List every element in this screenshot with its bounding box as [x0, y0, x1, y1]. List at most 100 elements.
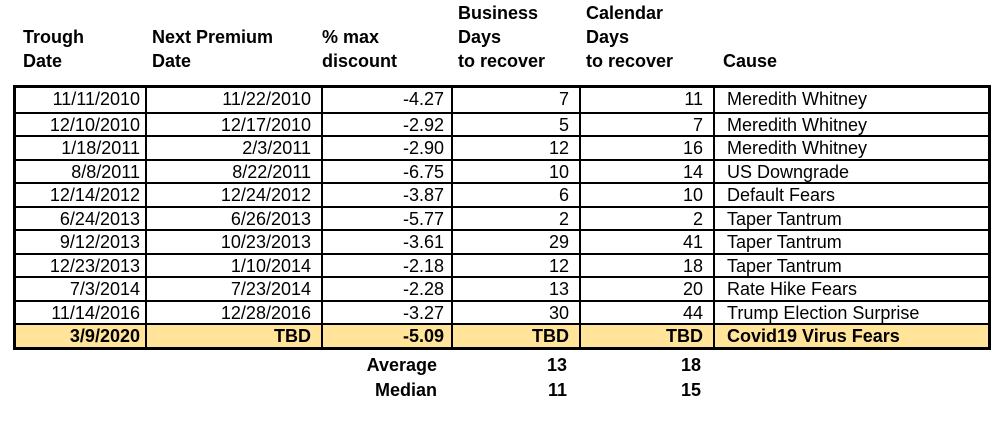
table-body: 11/11/2010 11/22/2010 -4.27 7 11 Meredit…: [13, 85, 991, 350]
calendar-days-cell: 44: [579, 301, 713, 323]
spacer: [142, 378, 318, 403]
summary-row-average: Average 13 18: [13, 353, 991, 378]
cause-cell: Meredith Whitney: [713, 137, 988, 159]
header-line: Trough: [23, 27, 84, 47]
table-header-row: Trough Date Next Premium Date % max disc…: [13, 0, 991, 85]
trough-date-cell: 3/9/2020: [69, 326, 140, 346]
spacer: [13, 378, 142, 403]
header-line: Cause: [723, 51, 778, 71]
header-line: to recover: [586, 51, 674, 71]
table-row: 1/18/2011 2/3/2011 -2.90 12 16 Meredith …: [16, 135, 988, 159]
next-premium-date-cell: 8/22/2011: [145, 160, 321, 182]
next-premium-date-cell: 11/22/2010: [145, 88, 321, 112]
header-line: to recover: [458, 51, 546, 71]
median-label: Median: [374, 379, 437, 400]
business-days-cell: 29: [451, 231, 579, 253]
business-days-cell: 6: [451, 184, 579, 206]
table-row: 12/23/2013 1/10/2014 -2.18 12 18 Taper T…: [16, 252, 988, 276]
cause-cell: Default Fears: [713, 184, 988, 206]
header-line: Next Premium: [152, 27, 274, 47]
table-row: 12/14/2012 12/24/2012 -3.87 6 10 Default…: [16, 182, 988, 206]
pct-max-discount-cell: -3.27: [321, 301, 451, 323]
trough-date-cell: 6/24/2013: [59, 208, 140, 229]
table-row: 11/11/2010 11/22/2010 -4.27 7 11 Meredit…: [16, 88, 988, 112]
calendar-days-cell: 11: [579, 88, 713, 112]
median-calendar-days: 15: [680, 379, 701, 400]
summary-section: Average 13 18 Median 11 15: [13, 353, 991, 403]
calendar-days-cell: 7: [579, 113, 713, 135]
cause-cell: Meredith Whitney: [713, 113, 988, 135]
header-line: Calendar: [586, 3, 664, 23]
trough-date-cell: 1/18/2011: [61, 138, 140, 158]
trough-date-cell: 9/12/2013: [59, 232, 140, 252]
business-days-cell: 5: [451, 113, 579, 135]
trough-date-cell: 7/3/2014: [69, 279, 140, 299]
next-premium-date-cell: 10/23/2013: [145, 231, 321, 253]
business-days-cell: 2: [451, 207, 579, 229]
pct-max-discount-cell: -3.61: [321, 231, 451, 253]
header-line: Date: [152, 51, 192, 71]
header-next-premium-date: Next Premium Date: [142, 0, 318, 85]
header-line: % max: [322, 27, 380, 47]
table-row: 11/14/2016 12/28/2016 -3.27 30 44 Trump …: [16, 299, 988, 323]
header-cause: Cause: [710, 0, 985, 85]
business-days-cell: 7: [451, 88, 579, 112]
table-row: 8/8/2011 8/22/2011 -6.75 10 14 US Downgr…: [16, 158, 988, 182]
calendar-days-cell: 20: [579, 278, 713, 300]
next-premium-date-cell: TBD: [145, 325, 321, 347]
calendar-days-cell: 2: [579, 207, 713, 229]
calendar-days-cell: TBD: [579, 325, 713, 347]
business-days-cell: 13: [451, 278, 579, 300]
next-premium-date-cell: 2/3/2011: [145, 137, 321, 159]
average-label: Average: [366, 354, 437, 375]
business-days-cell: 30: [451, 301, 579, 323]
header-line: Days: [586, 27, 630, 47]
average-calendar-days: 18: [680, 354, 701, 375]
header-pct-max-discount: % max discount: [318, 0, 448, 85]
table-row: 3/9/2020 TBD -5.09 TBD TBD Covid19 Virus…: [16, 323, 988, 347]
calendar-days-cell: 18: [579, 254, 713, 276]
trough-date-cell: 12/14/2012: [49, 185, 140, 205]
next-premium-date-cell: 1/10/2014: [145, 254, 321, 276]
spacer: [710, 378, 985, 403]
table-row: 12/10/2010 12/17/2010 -2.92 5 7 Meredith…: [16, 111, 988, 135]
pct-max-discount-cell: -2.28: [321, 278, 451, 300]
header-line: Days: [458, 27, 502, 47]
cause-cell: US Downgrade: [713, 160, 988, 182]
spacer: [13, 353, 142, 378]
trough-date-cell: 11/11/2010: [52, 89, 140, 109]
pct-max-discount-cell: -2.90: [321, 137, 451, 159]
median-business-days: 11: [547, 379, 567, 400]
header-line: Date: [23, 51, 63, 71]
header-business-days: Business Days to recover: [448, 0, 576, 85]
header-trough-date: Trough Date: [13, 0, 142, 85]
cause-cell: Rate Hike Fears: [713, 278, 988, 300]
table-row: 9/12/2013 10/23/2013 -3.61 29 41 Taper T…: [16, 229, 988, 253]
pct-max-discount-cell: -4.27: [321, 88, 451, 112]
calendar-days-cell: 16: [579, 137, 713, 159]
cause-cell: Taper Tantrum: [713, 207, 988, 229]
business-days-cell: 12: [451, 254, 579, 276]
table-row: 6/24/2013 6/26/2013 -5.77 2 2 Taper Tant…: [16, 205, 988, 229]
average-business-days: 13: [546, 354, 567, 375]
next-premium-date-cell: 7/23/2014: [145, 278, 321, 300]
pct-max-discount-cell: -5.77: [321, 207, 451, 229]
next-premium-date-cell: 12/28/2016: [145, 301, 321, 323]
cause-cell: Taper Tantrum: [713, 254, 988, 276]
pct-max-discount-cell: -2.18: [321, 254, 451, 276]
pct-max-discount-cell: -3.87: [321, 184, 451, 206]
spacer: [710, 353, 985, 378]
trough-date-cell: 12/10/2010: [49, 114, 140, 135]
pct-max-discount-cell: -5.09: [321, 325, 451, 347]
next-premium-date-cell: 12/24/2012: [145, 184, 321, 206]
next-premium-date-cell: 12/17/2010: [145, 113, 321, 135]
cause-cell: Meredith Whitney: [713, 88, 988, 112]
next-premium-date-cell: 6/26/2013: [145, 207, 321, 229]
business-days-cell: 10: [451, 160, 579, 182]
discount-recovery-sheet: Trough Date Next Premium Date % max disc…: [13, 0, 991, 403]
trough-date-cell: 12/23/2013: [49, 255, 140, 276]
header-line: Business: [458, 3, 539, 23]
business-days-cell: 12: [451, 137, 579, 159]
calendar-days-cell: 14: [579, 160, 713, 182]
header-line: discount: [322, 51, 397, 71]
